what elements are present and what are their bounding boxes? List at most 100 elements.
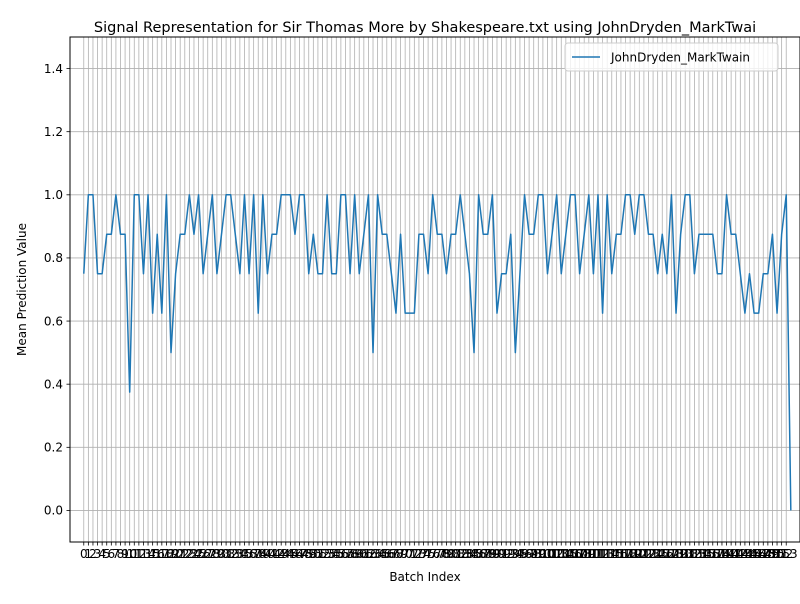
x-tick-label: 133 [683, 547, 706, 561]
x-tick-label: 126 [651, 547, 674, 561]
x-tick-label: 134 [688, 547, 711, 561]
x-tick-label: 122 [632, 547, 655, 561]
x-tick-label: 30 [214, 547, 229, 561]
x-tick-label: 19 [163, 547, 178, 561]
x-tick-label: 153 [775, 547, 798, 561]
series-line [83, 194, 792, 511]
x-tick-label: 12 [131, 547, 146, 561]
x-tick-label: 151 [766, 547, 789, 561]
x-tick-label: 107 [564, 547, 587, 561]
x-tick-label: 112 [587, 547, 610, 561]
x-tick-label: 61 [356, 547, 371, 561]
x-tick-label: 84 [462, 547, 477, 561]
x-tick-label: 70 [398, 547, 413, 561]
x-tick-label: 130 [669, 547, 692, 561]
x-tick-label: 3 [94, 547, 102, 561]
x-tick-label: 80 [443, 547, 458, 561]
x-tick-label: 138 [706, 547, 729, 561]
legend-entry-label: JohnDryden_MarkTwain [610, 51, 750, 65]
x-tick-label: 33 [228, 547, 243, 561]
x-tick-label: 36 [241, 547, 256, 561]
x-tick-label: 111 [582, 547, 605, 561]
x-tick-label: 92 [499, 547, 514, 561]
x-tick-label: 78 [434, 547, 449, 561]
x-tick-label: 75 [420, 547, 435, 561]
x-tick-label: 85 [466, 547, 481, 561]
x-tick-label: 10 [122, 547, 137, 561]
x-axis-ticks: 0123456789101112131415161718192021222324… [80, 542, 798, 561]
x-tick-label: 93 [503, 547, 518, 561]
x-tick-label: 18 [159, 547, 174, 561]
y-tick-label: 1.4 [44, 62, 63, 76]
x-tick-label: 102 [541, 547, 564, 561]
legend-box [564, 42, 779, 72]
x-tick-label: 105 [554, 547, 577, 561]
x-tick-label: 15 [145, 547, 160, 561]
y-tick-label: 0.6 [44, 314, 63, 328]
x-tick-label: 28 [205, 547, 220, 561]
y-tick-label: 1.2 [44, 125, 63, 139]
x-tick-label: 24 [186, 547, 201, 561]
x-tick-label: 60 [352, 547, 367, 561]
x-tick-label: 141 [720, 547, 743, 561]
x-tick-label: 148 [752, 547, 775, 561]
x-tick-label: 2 [89, 547, 97, 561]
x-tick-label: 13 [136, 547, 151, 561]
x-tick-label: 67 [384, 547, 399, 561]
x-tick-label: 104 [550, 547, 573, 561]
y-tick-label: 0.2 [44, 441, 63, 455]
x-tick-label: 135 [692, 547, 715, 561]
x-tick-label: 73 [411, 547, 426, 561]
x-tick-label: 97 [521, 547, 536, 561]
x-tick-label: 146 [743, 547, 766, 561]
x-tick-label: 59 [347, 547, 362, 561]
x-tick-label: 5 [103, 547, 111, 561]
x-tick-label: 56 [333, 547, 348, 561]
x-tick-label: 90 [489, 547, 504, 561]
x-tick-label: 51 [310, 547, 325, 561]
x-tick-label: 131 [674, 547, 697, 561]
x-tick-label: 81 [448, 547, 463, 561]
x-tick-label: 66 [379, 547, 394, 561]
x-tick-label: 52 [315, 547, 330, 561]
x-tick-label: 110 [577, 547, 600, 561]
x-tick-label: 139 [710, 547, 733, 561]
x-tick-label: 34 [232, 547, 247, 561]
x-tick-label: 26 [196, 547, 211, 561]
x-tick-label: 69 [393, 547, 408, 561]
x-tick-label: 137 [701, 547, 724, 561]
x-tick-label: 41 [264, 547, 279, 561]
x-tick-label: 119 [619, 547, 642, 561]
legend: JohnDryden_MarkTwain [564, 42, 779, 72]
x-tick-label: 11 [127, 547, 142, 561]
x-tick-label: 42 [269, 547, 284, 561]
x-tick-label: 40 [260, 547, 275, 561]
x-tick-label: 72 [407, 547, 422, 561]
x-tick-label: 6 [108, 547, 116, 561]
x-tick-label: 25 [191, 547, 206, 561]
x-tick-label: 127 [655, 547, 678, 561]
x-tick-label: 29 [209, 547, 224, 561]
y-tick-label: 1.0 [44, 188, 63, 202]
x-tick-label: 21 [173, 547, 188, 561]
x-tick-label: 117 [609, 547, 632, 561]
x-tick-label: 45 [283, 547, 298, 561]
x-tick-label: 143 [729, 547, 752, 561]
x-tick-label: 71 [402, 547, 417, 561]
x-tick-label: 87 [476, 547, 491, 561]
x-tick-label: 50 [306, 547, 321, 561]
x-tick-label: 142 [724, 547, 747, 561]
x-tick-label: 149 [756, 547, 779, 561]
y-tick-label: 0.0 [44, 504, 63, 518]
x-tick-label: 125 [646, 547, 669, 561]
x-tick-label: 91 [494, 547, 509, 561]
y-tick-label: 0.4 [44, 377, 63, 391]
x-tick-label: 43 [274, 547, 289, 561]
x-tick-label: 152 [770, 547, 793, 561]
x-tick-label: 53 [319, 547, 334, 561]
series-layer [83, 194, 792, 511]
x-tick-label: 62 [361, 547, 376, 561]
x-tick-label: 1 [85, 547, 93, 561]
x-tick-label: 88 [480, 547, 495, 561]
